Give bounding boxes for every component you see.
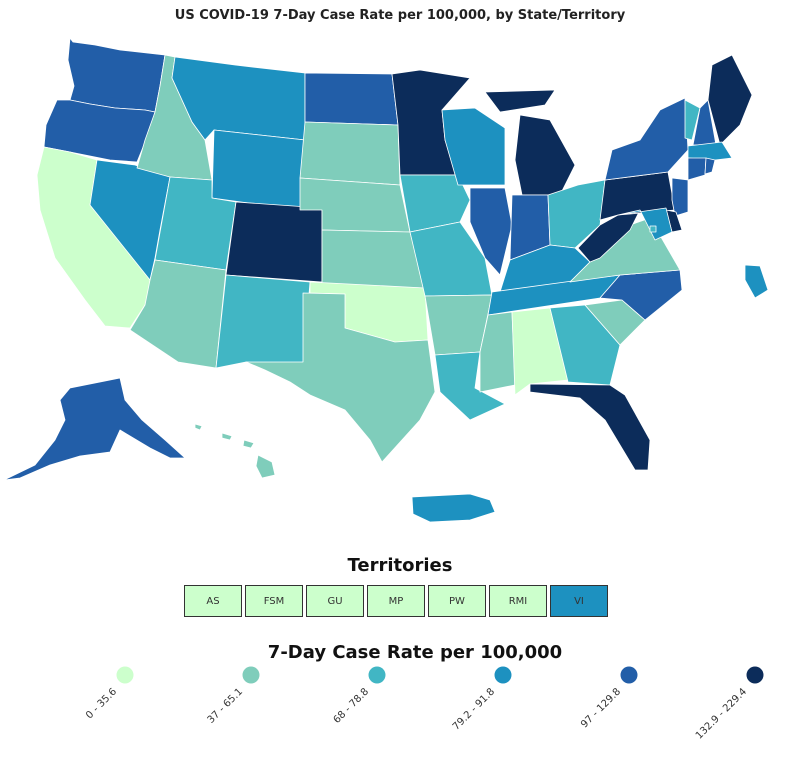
- state-massachusetts[interactable]: [687, 141, 733, 161]
- legend-swatch-5: [746, 666, 764, 684]
- legend-label-5: 132.9 - 229.4: [694, 686, 749, 741]
- state-new-mexico[interactable]: [215, 274, 311, 369]
- legend-label-4: 97 - 129.8: [579, 686, 623, 730]
- legend-label-0: 0 - 35.6: [84, 686, 119, 721]
- state-alaska[interactable]: [3, 377, 186, 481]
- state-maryland[interactable]: [617, 207, 673, 241]
- state-hawaii[interactable]: [194, 423, 276, 479]
- state-connecticut[interactable]: [687, 157, 707, 181]
- state-new-york[interactable]: [604, 97, 689, 181]
- territory-button-mp[interactable]: MP: [367, 585, 425, 617]
- state-new-jersey[interactable]: [671, 177, 689, 217]
- territory-puerto-rico[interactable]: [411, 493, 496, 523]
- state-vermont[interactable]: [684, 99, 701, 141]
- legend-swatch-1: [242, 666, 260, 684]
- territory-button-pw[interactable]: PW: [428, 585, 486, 617]
- state-montana[interactable]: [171, 56, 306, 141]
- state-kansas[interactable]: [321, 229, 426, 289]
- state-illinois[interactable]: [469, 187, 513, 276]
- legend-swatch-4: [620, 666, 638, 684]
- state-florida[interactable]: [529, 383, 651, 471]
- legend-label-1: 37 - 65.1: [206, 686, 246, 726]
- us-choropleth-map: [3, 37, 769, 523]
- legend-title: 7-Day Case Rate per 100,000: [267, 642, 563, 663]
- state-wyoming[interactable]: [211, 129, 306, 211]
- legend-label-2: 68 - 78.8: [332, 686, 372, 726]
- map-title: US COVID-19 7-Day Case Rate per 100,000,…: [174, 8, 626, 23]
- territory-button-gu[interactable]: GU: [306, 585, 364, 617]
- legend-swatch-0: [116, 666, 134, 684]
- state-missouri[interactable]: [409, 221, 493, 297]
- state-west-virginia[interactable]: [577, 209, 641, 263]
- state-north-dakota[interactable]: [304, 72, 399, 126]
- legend-swatch-3: [494, 666, 512, 684]
- state-mississippi[interactable]: [479, 311, 516, 393]
- legend: 0 - 35.6 37 - 65.1 68 - 78.8 79.2 - 91.8 97 …: [84, 666, 764, 742]
- state-wisconsin[interactable]: [441, 107, 506, 186]
- territories-title: Territories: [347, 555, 453, 576]
- territory-button-vi[interactable]: VI: [550, 585, 608, 617]
- state-texas[interactable]: [245, 292, 436, 463]
- territory-button-rmi[interactable]: RMI: [489, 585, 547, 617]
- state-washington[interactable]: [67, 37, 166, 113]
- state-south-dakota[interactable]: [299, 121, 401, 186]
- state-arizona[interactable]: [129, 259, 227, 369]
- state-iowa[interactable]: [399, 174, 471, 233]
- legend-swatch-2: [368, 666, 386, 684]
- territory-button-fsm[interactable]: FSM: [245, 585, 303, 617]
- island-martha-vineyard: [744, 264, 769, 299]
- territories-row: AS FSM GU MP PW RMI VI: [184, 585, 608, 619]
- state-maine[interactable]: [707, 54, 753, 146]
- state-dc[interactable]: [649, 225, 657, 233]
- legend-label-3: 79.2 - 91.8: [451, 686, 497, 732]
- state-rhode-island[interactable]: [704, 157, 716, 175]
- territory-button-as[interactable]: AS: [184, 585, 242, 617]
- state-alabama[interactable]: [511, 307, 569, 396]
- state-colorado[interactable]: [225, 201, 323, 283]
- state-oregon[interactable]: [43, 99, 156, 163]
